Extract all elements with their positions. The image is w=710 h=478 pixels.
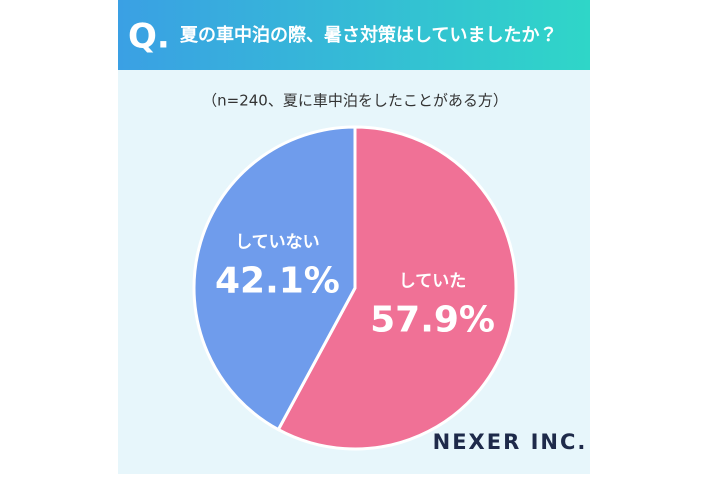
- pie: していた 57.9% していない 42.1%: [192, 125, 518, 451]
- slice-value-label: 42.1%: [215, 260, 340, 301]
- slice-category-label: していた: [399, 272, 467, 292]
- header-band: [118, 0, 590, 70]
- pie-slice: [276, 125, 518, 451]
- slice-value-label: 57.9%: [370, 300, 495, 341]
- question-marker: Q.: [128, 17, 170, 57]
- chart-subtitle: （n=240、夏に車中泊をしたことがある方）: [202, 92, 508, 110]
- chart-title: 夏の車中泊の際、暑さ対策はしていましたか？: [180, 24, 557, 46]
- brand-logo: NEXER INC.: [433, 430, 588, 454]
- pie-slice: [192, 125, 357, 432]
- slice-category-label: していない: [235, 232, 320, 252]
